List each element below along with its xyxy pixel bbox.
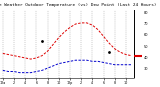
- Text: 30: 30: [143, 67, 148, 71]
- Text: 60: 60: [143, 33, 148, 37]
- Text: 70: 70: [143, 22, 148, 26]
- Text: 50: 50: [143, 45, 148, 49]
- Text: Milwaukee Weather Outdoor Temperature (vs) Dew Point (Last 24 Hours): Milwaukee Weather Outdoor Temperature (v…: [0, 3, 156, 7]
- Text: 40: 40: [143, 56, 148, 60]
- Text: 80: 80: [143, 11, 148, 15]
